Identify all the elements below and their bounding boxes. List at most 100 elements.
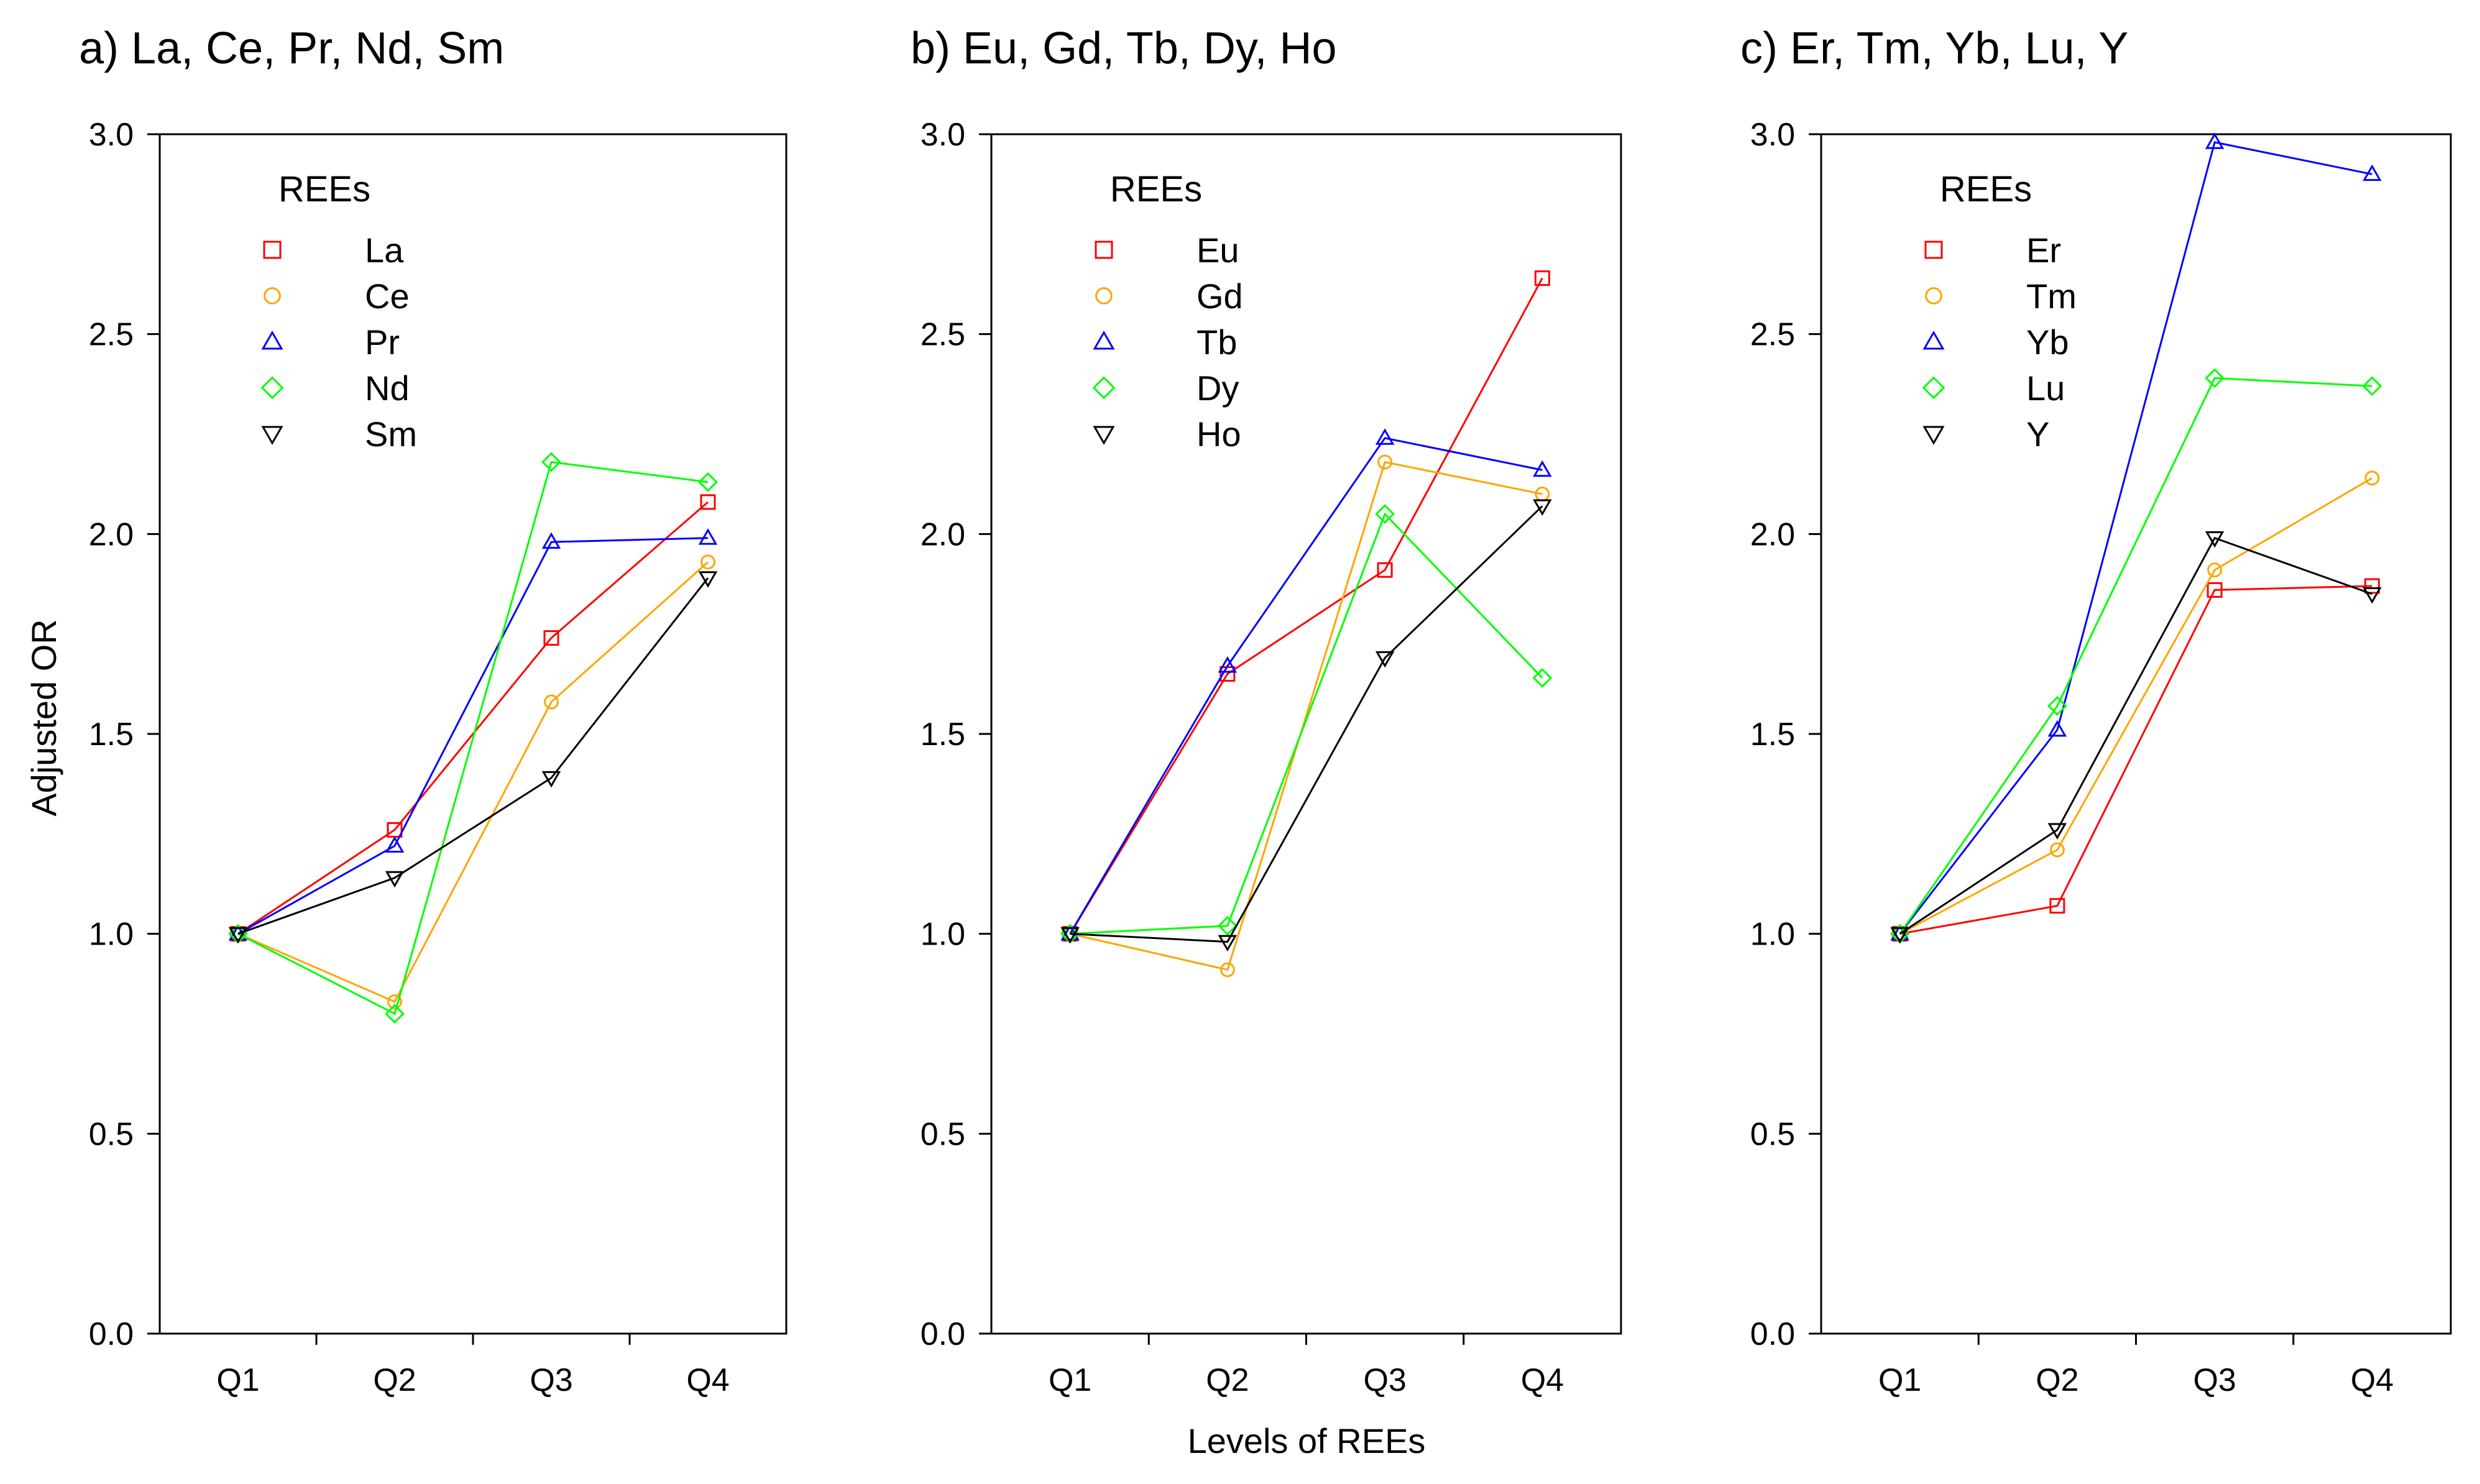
data-point	[1890, 927, 1909, 944]
data-point	[1218, 915, 1238, 936]
x-tick-label: Q3	[1363, 1362, 1406, 1398]
data-point	[1375, 504, 1395, 524]
data-point	[387, 994, 402, 1009]
series-ho	[1060, 499, 1552, 952]
x-tick-label: Q2	[373, 1362, 416, 1398]
legend-marker	[1922, 331, 1945, 350]
data-point	[228, 927, 248, 944]
y-tick-label: 2.0	[921, 516, 965, 552]
data-point	[1375, 651, 1395, 668]
series-ce	[231, 554, 715, 1009]
data-point	[1890, 924, 1909, 941]
series-line	[1899, 377, 2372, 935]
legend-label: Dy	[1196, 369, 1239, 408]
x-tick-label: Q4	[1521, 1362, 1564, 1398]
data-point	[2205, 132, 2225, 149]
legend-title: REEs	[1110, 169, 1202, 209]
series-line	[237, 561, 709, 1003]
legend-marker	[263, 240, 282, 259]
series-line	[237, 501, 709, 935]
series-line	[1899, 141, 2372, 935]
data-point	[1377, 454, 1393, 470]
legend-marker	[1922, 376, 1945, 400]
series-line	[1069, 277, 1543, 935]
data-point	[1533, 499, 1552, 516]
series-line	[237, 537, 709, 935]
series-dy	[1060, 504, 1553, 944]
x-tick-label: Q3	[2193, 1362, 2236, 1398]
y-tick-label: 2.5	[89, 317, 134, 353]
legend-marker	[1093, 426, 1115, 445]
series-tb	[1060, 428, 1552, 941]
legend-marker	[261, 331, 283, 350]
y-tick-label: 0.0	[1750, 1316, 1795, 1352]
legend-label: La	[365, 231, 404, 270]
y-tick-label: 3.0	[1750, 117, 1795, 153]
legend-label: Yb	[2026, 323, 2069, 362]
x-axis-label: Levels of REEs	[1188, 1421, 1426, 1460]
y-tick-label: 3.0	[921, 117, 965, 153]
y-tick-label: 1.0	[1750, 917, 1795, 953]
data-point	[1532, 668, 1553, 688]
data-point	[541, 532, 561, 549]
y-tick-label: 2.0	[89, 516, 134, 552]
legend-label: Lu	[2026, 369, 2065, 408]
series-line	[1070, 460, 1543, 971]
data-point	[541, 452, 561, 472]
series-er	[1892, 578, 2380, 942]
series-line	[1899, 477, 2373, 935]
series-sm	[228, 571, 718, 944]
data-point	[2205, 368, 2225, 388]
legend-marker	[1095, 287, 1113, 305]
legend-marker	[260, 376, 284, 400]
data-point	[2362, 376, 2382, 396]
legend-label: Tb	[1196, 323, 1237, 362]
y-tick-label: 0.0	[89, 1316, 134, 1352]
y-tick-label: 0.0	[921, 1316, 965, 1352]
x-tick-label: Q1	[1049, 1362, 1091, 1398]
data-point	[543, 630, 559, 646]
data-point	[2049, 842, 2065, 858]
legend-marker	[261, 426, 283, 445]
data-point	[1533, 460, 1552, 477]
y-tick-label: 0.5	[921, 1116, 965, 1152]
x-tick-label: Q1	[216, 1362, 259, 1398]
series-la	[230, 494, 716, 942]
legend-title: REEs	[278, 169, 370, 209]
legend: REEs Er Tm Yb Lu Y	[1922, 169, 2077, 454]
data-point	[2047, 823, 2067, 840]
x-tick-label: Q3	[530, 1362, 572, 1398]
x-tick-label: Q2	[1206, 1362, 1249, 1398]
series-y	[1890, 531, 2382, 944]
legend-marker	[1095, 240, 1113, 259]
data-point	[2363, 164, 2382, 181]
chart-panel-2: b) Eu, Gd, Tb, Dy, Ho 0.0 0.5 1.0 1.5 2.0 2.5 3…	[911, 24, 1622, 1398]
y-tick-label: 1.0	[921, 917, 965, 953]
data-point	[385, 836, 405, 853]
legend: REEs Eu Gd Tb Dy Ho	[1092, 169, 1243, 454]
legend-marker	[1924, 240, 1943, 259]
data-point	[1060, 927, 1080, 944]
series-line	[1070, 512, 1543, 935]
x-tick-label: Q1	[1878, 1362, 1921, 1398]
y-tick-label: 3.0	[89, 117, 134, 153]
data-point	[541, 771, 561, 788]
data-point	[1375, 428, 1395, 445]
data-point	[1218, 935, 1238, 952]
plot-frame	[990, 133, 1622, 1335]
data-point	[385, 1004, 405, 1024]
series-line	[237, 460, 709, 1015]
data-point	[1219, 962, 1235, 978]
data-point	[2363, 587, 2382, 604]
legend-label: Tm	[2026, 277, 2077, 316]
data-point	[1534, 270, 1550, 286]
legend-title: REEs	[1940, 169, 2032, 209]
data-point	[698, 472, 718, 492]
y-tick-label: 0.5	[89, 1116, 134, 1152]
x-tick-label: Q2	[2036, 1362, 2078, 1398]
y-tick-label: 1.5	[1750, 717, 1795, 753]
data-point	[1377, 562, 1393, 578]
data-point	[1218, 656, 1238, 673]
legend-label: Sm	[365, 415, 417, 454]
chart-title: c) Er, Tm, Yb, Lu, Y	[1740, 24, 2128, 73]
